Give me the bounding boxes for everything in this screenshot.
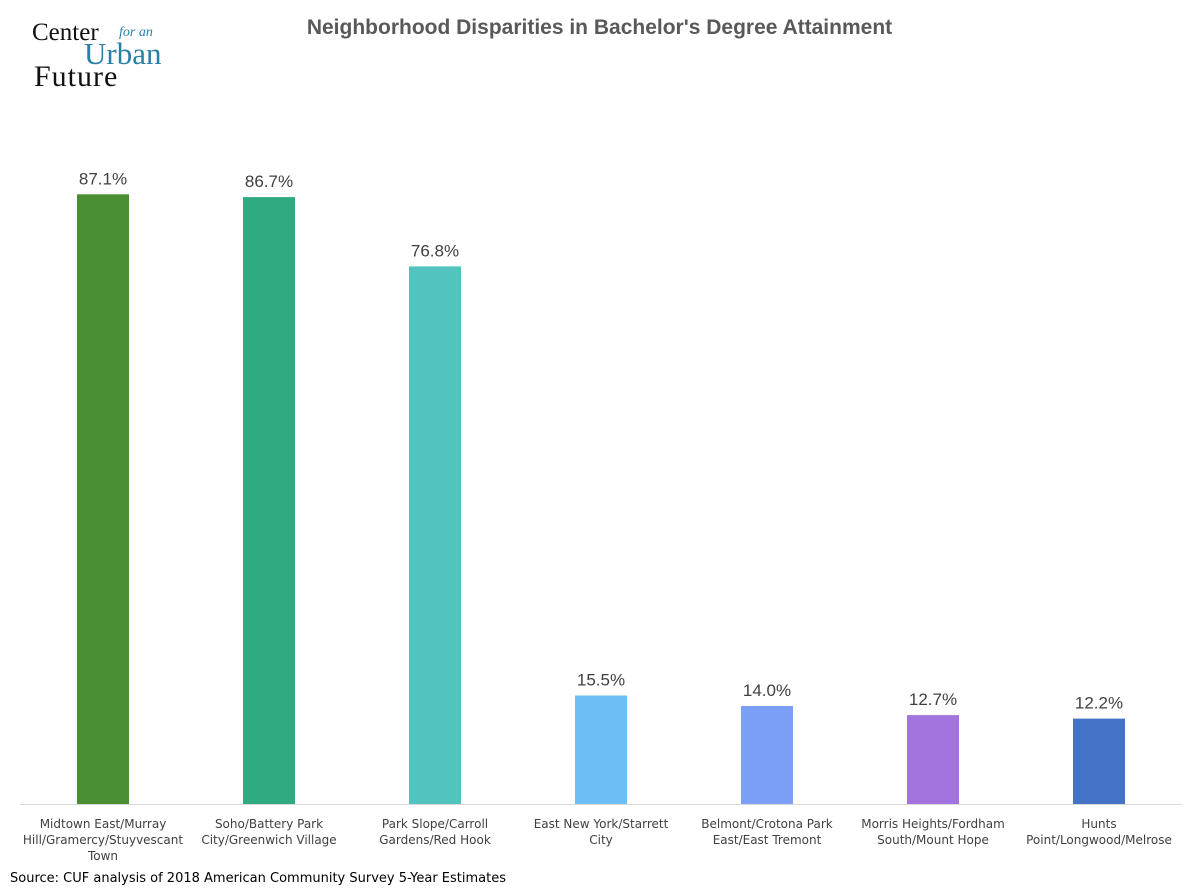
data-label-3: 76.8% [411, 241, 459, 260]
bar-3 [409, 266, 461, 804]
data-label-7: 12.2% [1075, 694, 1123, 713]
data-label-1: 87.1% [79, 169, 127, 188]
logo: Center for an Urban Future [32, 18, 172, 93]
data-label-5: 14.0% [743, 681, 791, 700]
category-label-7: Hunts Point/Longwood/Melrose [1026, 817, 1172, 847]
bar-7 [1073, 718, 1125, 804]
data-label-4: 15.5% [577, 671, 625, 690]
bar-1 [77, 194, 129, 805]
logo-text-center: Center [32, 19, 99, 46]
bar-5 [741, 706, 793, 804]
logo-text-urban: Urban [84, 36, 162, 71]
bar-2 [243, 197, 295, 805]
bar-4 [575, 695, 627, 804]
bar-6 [907, 715, 959, 804]
category-label-3: Park Slope/Carroll Gardens/Red Hook [379, 817, 491, 847]
source-note: Source: CUF analysis of 2018 American Co… [10, 871, 506, 886]
chart-title: Neighborhood Disparities in Bachelor's D… [306, 16, 893, 39]
category-label-4: East New York/Starrett City [534, 817, 669, 847]
data-label-6: 12.7% [909, 690, 957, 709]
logo-text-future: Future [34, 60, 119, 93]
category-label-6: Morris Heights/Fordham South/Mount Hope [861, 817, 1005, 847]
logo-text-for-an: for an [119, 25, 153, 40]
data-label-2: 86.7% [245, 172, 293, 191]
category-label-2: Soho/Battery Park City/Greenwich Village [201, 817, 336, 847]
category-label-5: Belmont/Crotona Park East/East Tremont [701, 817, 833, 847]
category-label-1: Midtown East/Murray Hill/Gramercy/Stuyves… [23, 817, 183, 863]
